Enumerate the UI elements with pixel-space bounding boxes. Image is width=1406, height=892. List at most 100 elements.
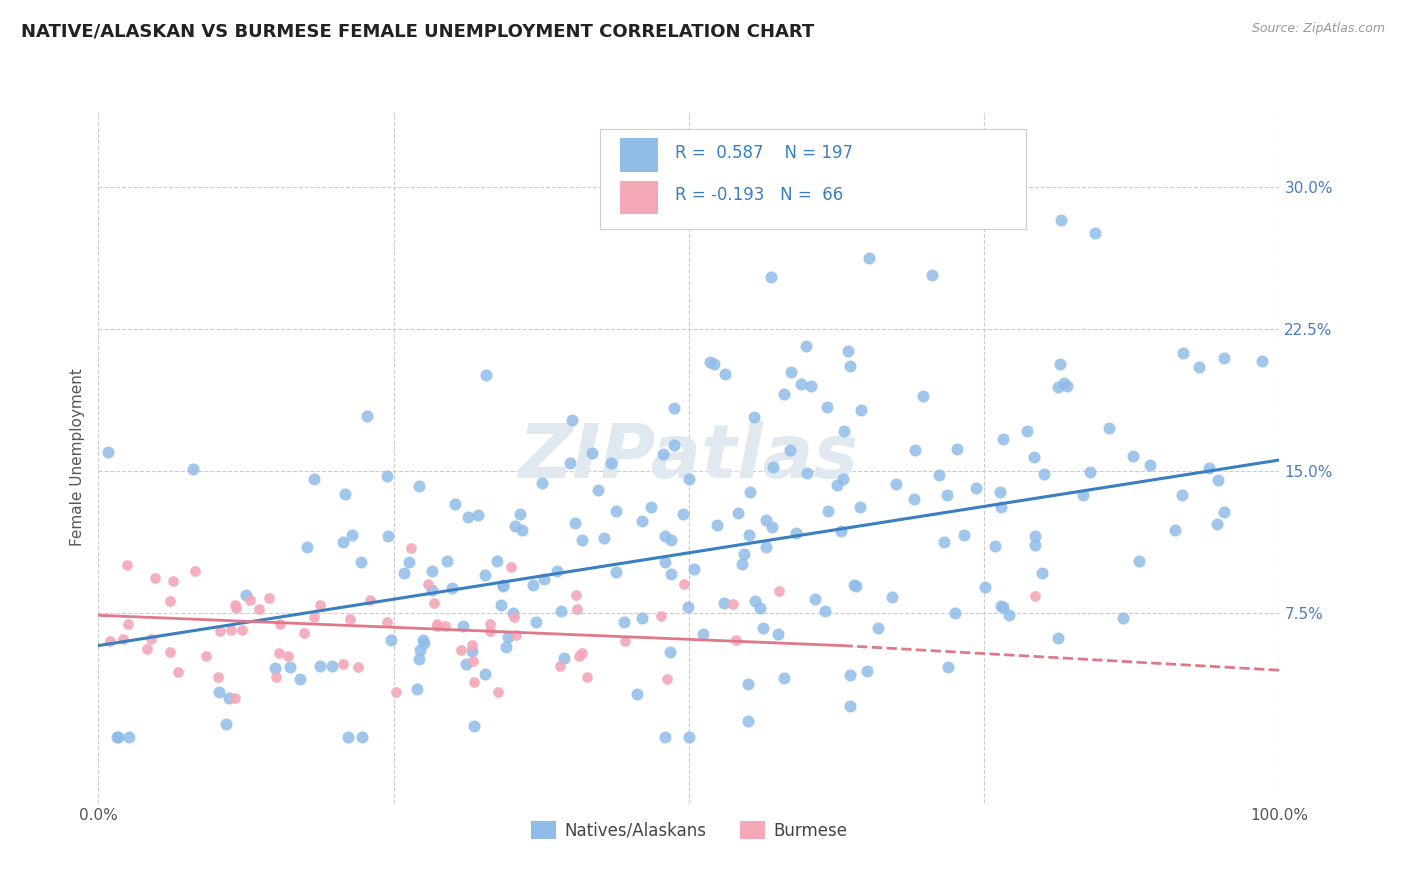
Point	[830, 524, 852, 538]
Point	[1206, 473, 1229, 487]
Point	[463, 675, 485, 690]
Point	[486, 685, 509, 699]
Point	[659, 567, 682, 582]
Point	[332, 535, 354, 549]
Point	[804, 592, 827, 607]
Point	[1024, 538, 1046, 552]
Point	[991, 600, 1014, 615]
Point	[654, 555, 676, 569]
Point	[1206, 516, 1229, 531]
Point	[350, 730, 373, 744]
Point	[838, 667, 860, 681]
Point	[375, 469, 398, 483]
Point	[454, 657, 477, 671]
Point	[1078, 465, 1101, 479]
Point	[613, 615, 636, 630]
Point	[703, 357, 725, 371]
Point	[385, 685, 408, 699]
Point	[842, 578, 865, 592]
Point	[380, 632, 402, 647]
Point	[302, 472, 325, 486]
Point	[568, 649, 591, 664]
Point	[309, 659, 332, 673]
Point	[849, 403, 872, 417]
Point	[1128, 554, 1150, 568]
Point	[522, 578, 544, 592]
Point	[159, 593, 181, 607]
FancyBboxPatch shape	[620, 138, 658, 171]
Point	[790, 377, 813, 392]
Text: NATIVE/ALASKAN VS BURMESE FEMALE UNEMPLOYMENT CORRELATION CHART: NATIVE/ALASKAN VS BURMESE FEMALE UNEMPLO…	[21, 22, 814, 40]
Point	[143, 571, 166, 585]
Point	[658, 645, 681, 659]
Point	[838, 359, 860, 373]
Point	[377, 529, 399, 543]
Point	[426, 616, 449, 631]
Point	[858, 251, 880, 265]
Point	[408, 652, 430, 666]
Point	[302, 609, 325, 624]
Point	[215, 717, 238, 731]
Point	[794, 338, 817, 352]
Point	[884, 477, 907, 491]
Point	[678, 472, 700, 486]
Point	[832, 424, 855, 438]
Point	[267, 646, 290, 660]
Point	[592, 531, 614, 545]
Point	[988, 485, 1011, 500]
Point	[117, 616, 139, 631]
Point	[224, 599, 246, 613]
Point	[692, 626, 714, 640]
Point	[928, 468, 950, 483]
Point	[426, 619, 449, 633]
Point	[1050, 213, 1073, 227]
Point	[678, 730, 700, 744]
Point	[405, 681, 427, 696]
Point	[335, 487, 357, 501]
Point	[1049, 357, 1071, 371]
Point	[350, 555, 373, 569]
Point	[336, 730, 359, 744]
Point	[768, 584, 790, 599]
Point	[779, 443, 801, 458]
Point	[1098, 421, 1121, 435]
Point	[398, 555, 420, 569]
FancyBboxPatch shape	[620, 180, 658, 214]
Point	[673, 576, 696, 591]
Point	[269, 616, 291, 631]
Point	[1031, 566, 1053, 580]
Point	[912, 389, 935, 403]
Point	[845, 579, 868, 593]
Point	[239, 593, 262, 607]
Point	[208, 624, 231, 639]
Point	[796, 467, 818, 481]
Point	[832, 472, 855, 486]
Point	[662, 438, 685, 452]
Point	[505, 519, 527, 533]
Point	[817, 503, 839, 517]
Point	[657, 672, 679, 686]
Legend: Natives/Alaskans, Burmese: Natives/Alaskans, Burmese	[524, 814, 853, 847]
Point	[290, 672, 312, 686]
Point	[412, 633, 434, 648]
Point	[761, 520, 783, 534]
Point	[231, 624, 253, 638]
Point	[489, 598, 512, 612]
Point	[502, 606, 524, 620]
Point	[1213, 506, 1236, 520]
Point	[479, 617, 502, 632]
Point	[436, 554, 458, 568]
Point	[581, 446, 603, 460]
Y-axis label: Female Unemployment: Female Unemployment	[69, 368, 84, 546]
Point	[499, 560, 522, 574]
Point	[699, 355, 721, 369]
Point	[571, 533, 593, 547]
Point	[332, 657, 354, 672]
Point	[420, 583, 443, 598]
Point	[998, 608, 1021, 623]
Point	[880, 590, 903, 604]
Point	[461, 644, 484, 658]
Point	[586, 483, 609, 497]
Point	[1056, 379, 1078, 393]
Point	[1212, 351, 1234, 365]
